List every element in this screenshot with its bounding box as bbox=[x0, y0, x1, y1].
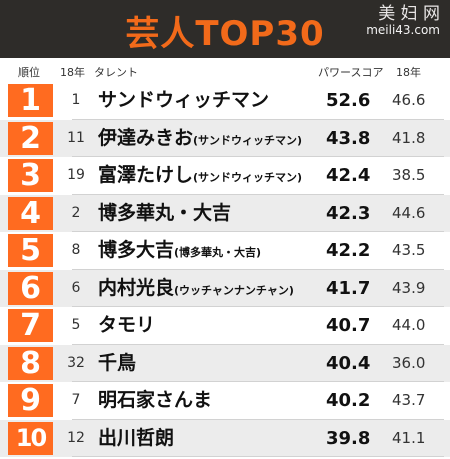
power-score: 43.8 bbox=[326, 127, 371, 149]
last-year-rank: 1 bbox=[71, 92, 81, 108]
talent-name-sub: (博多華丸・大吉) bbox=[174, 246, 262, 259]
power-score: 52.6 bbox=[326, 90, 371, 111]
rank-badge: 4 bbox=[8, 196, 53, 230]
page-title: 芸人TOP30 bbox=[125, 14, 325, 54]
last-year-rank: 8 bbox=[71, 242, 81, 258]
last-year-score: 43.5 bbox=[392, 241, 426, 259]
rank-badge: 7 bbox=[8, 309, 53, 342]
title-bar: 芸人TOP30 美 妇 网 meili43.com bbox=[0, 0, 450, 58]
talent-name: 富澤たけし(サンドウィッチマン) bbox=[98, 157, 302, 194]
talent-name-main: サンドウィッチマン bbox=[98, 89, 270, 111]
table-row: 6 6 内村光良(ウッチャンナンチャン) 41.7 43.9 bbox=[0, 269, 450, 307]
talent-name-main: 千鳥 bbox=[98, 351, 137, 374]
header-last-year-score: 18年 bbox=[396, 66, 421, 79]
watermark: 美 妇 网 meili43.com bbox=[366, 4, 440, 37]
talent-name-main: 明石家さんま bbox=[98, 389, 213, 411]
rank-badge: 10 bbox=[8, 421, 53, 455]
talent-name: タモリ bbox=[98, 307, 155, 344]
last-year-rank: 7 bbox=[71, 392, 81, 408]
talent-name-main: 博多華丸・大吉 bbox=[98, 201, 232, 224]
talent-name-sub: (サンドウィッチマン) bbox=[193, 133, 303, 147]
last-year-rank: 19 bbox=[67, 167, 85, 183]
power-score: 39.8 bbox=[326, 427, 371, 449]
talent-name: 博多華丸・大吉 bbox=[98, 195, 231, 232]
last-year-rank: 5 bbox=[71, 317, 81, 333]
header-talent: タレント bbox=[94, 66, 138, 79]
last-year-rank: 12 bbox=[67, 429, 85, 446]
rank-badge: 3 bbox=[8, 159, 53, 192]
last-year-score: 38.5 bbox=[392, 166, 426, 184]
talent-name-main: 出川哲朗 bbox=[98, 426, 175, 449]
last-year-score: 41.8 bbox=[392, 128, 426, 147]
ranking-table: 1 1 サンドウィッチマン 52.6 46.6 2 11 伊達みきお(サンドウィ… bbox=[0, 82, 450, 457]
watermark-top: 美 妇 网 bbox=[378, 4, 440, 24]
header-rank: 順位 bbox=[18, 66, 40, 79]
talent-name: 千鳥 bbox=[98, 345, 136, 382]
rank-badge: 5 bbox=[8, 234, 53, 267]
table-row: 7 5 タモリ 40.7 44.0 bbox=[0, 307, 450, 345]
last-year-score: 36.0 bbox=[392, 353, 426, 372]
last-year-score: 44.6 bbox=[392, 203, 426, 222]
table-row: 9 7 明石家さんま 40.2 43.7 bbox=[0, 382, 450, 420]
last-year-score: 44.0 bbox=[392, 316, 426, 334]
power-score: 42.3 bbox=[326, 202, 371, 224]
table-row: 1 1 サンドウィッチマン 52.6 46.6 bbox=[0, 82, 450, 120]
table-row: 4 2 博多華丸・大吉 42.3 44.6 bbox=[0, 194, 450, 232]
table-row: 10 12 出川哲朗 39.8 41.1 bbox=[0, 419, 450, 457]
rank-badge: 8 bbox=[8, 346, 53, 380]
last-year-score: 41.1 bbox=[392, 428, 426, 447]
watermark-bottom: meili43.com bbox=[366, 22, 440, 37]
last-year-score: 43.7 bbox=[392, 391, 426, 409]
talent-name-main: 内村光良 bbox=[98, 276, 175, 299]
power-score: 40.7 bbox=[326, 315, 371, 336]
talent-name-main: 富澤たけし bbox=[98, 164, 194, 186]
table-header: 順位 18年 タレント パワースコア 18年 bbox=[0, 60, 450, 82]
header-last-year-rank: 18年 bbox=[60, 66, 85, 79]
rank-badge: 1 bbox=[8, 84, 53, 117]
power-score: 42.2 bbox=[326, 240, 371, 261]
talent-name: 博多大吉(博多華丸・大吉) bbox=[98, 232, 261, 269]
talent-name-sub: (ウッチャンナンチャン) bbox=[174, 283, 294, 297]
last-year-rank: 2 bbox=[71, 204, 81, 221]
last-year-score: 43.9 bbox=[392, 278, 426, 297]
talent-name-main: 伊達みきお bbox=[98, 126, 194, 149]
talent-name-main: 博多大吉 bbox=[98, 239, 175, 261]
power-score: 40.2 bbox=[326, 390, 371, 411]
power-score: 41.7 bbox=[326, 277, 371, 299]
talent-name: 明石家さんま bbox=[98, 382, 212, 419]
talent-name: 伊達みきお(サンドウィッチマン) bbox=[98, 120, 302, 157]
last-year-rank: 11 bbox=[67, 129, 85, 146]
table-row: 8 32 千鳥 40.4 36.0 bbox=[0, 344, 450, 382]
rank-badge: 9 bbox=[8, 384, 53, 417]
talent-name: 出川哲朗 bbox=[98, 420, 174, 457]
header-power-score: パワースコア bbox=[318, 66, 384, 79]
last-year-score: 46.6 bbox=[392, 91, 426, 109]
talent-name-main: タモリ bbox=[98, 314, 156, 336]
last-year-rank: 32 bbox=[67, 354, 85, 371]
table-row: 3 19 富澤たけし(サンドウィッチマン) 42.4 38.5 bbox=[0, 157, 450, 195]
power-score: 42.4 bbox=[326, 165, 371, 186]
last-year-rank: 6 bbox=[71, 279, 81, 296]
talent-name: サンドウィッチマン bbox=[98, 82, 269, 119]
rank-badge: 6 bbox=[8, 271, 53, 305]
talent-name: 内村光良(ウッチャンナンチャン) bbox=[98, 270, 294, 307]
talent-name-sub: (サンドウィッチマン) bbox=[193, 171, 303, 184]
rank-badge: 2 bbox=[8, 121, 53, 155]
power-score: 40.4 bbox=[326, 352, 371, 374]
table-row: 5 8 博多大吉(博多華丸・大吉) 42.2 43.5 bbox=[0, 232, 450, 270]
table-row: 2 11 伊達みきお(サンドウィッチマン) 43.8 41.8 bbox=[0, 119, 450, 157]
